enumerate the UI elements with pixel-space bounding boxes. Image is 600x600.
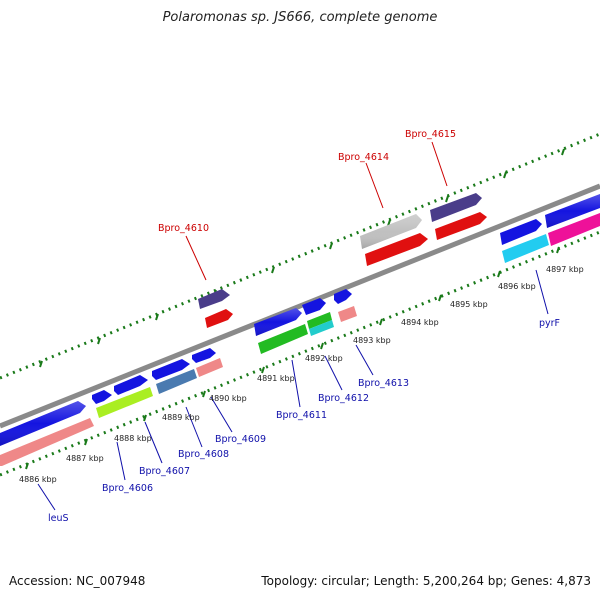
top-gene-labels: Bpro_4610 Bpro_4614 Bpro_4615 xyxy=(158,129,456,234)
inner-major-ticks xyxy=(25,246,560,470)
gene-shading xyxy=(0,194,600,446)
gene-label-bpro-4607[interactable]: Bpro_4607 xyxy=(139,466,190,477)
gene-bpro-4610[interactable] xyxy=(198,289,230,309)
tick-label: 4894 kbp xyxy=(401,318,439,327)
inner-tick-row xyxy=(0,230,600,477)
outer-tick-row xyxy=(0,132,600,380)
bottom-gene-labels: leuS Bpro_4606 Bpro_4607 Bpro_4608 Bpro_… xyxy=(48,318,560,524)
tick-label: 4886 kbp xyxy=(19,475,57,484)
gene-label-bpro-4612[interactable]: Bpro_4612 xyxy=(318,393,369,404)
gene-label-leuS[interactable]: leuS xyxy=(48,513,69,524)
gene-bpro-4609[interactable] xyxy=(192,348,216,363)
kbp-tick-labels: 4886 kbp 4887 kbp 4888 kbp 4889 kbp 4890… xyxy=(19,265,584,484)
gene-bpro-4615b[interactable] xyxy=(435,212,487,240)
top-label-connectors xyxy=(185,141,448,281)
gene-bpro-4613-lower[interactable] xyxy=(338,306,357,322)
gene-bpro-4610b[interactable] xyxy=(205,309,233,328)
tick-label: 4896 kbp xyxy=(498,282,536,291)
accession-text: Accession: NC_007948 xyxy=(9,574,146,588)
tick-label: 4887 kbp xyxy=(66,454,104,463)
genome-backbone xyxy=(0,183,600,429)
genes-bottom xyxy=(0,213,600,466)
gene-label-bpro-4611[interactable]: Bpro_4611 xyxy=(276,410,327,421)
bottom-label-connectors xyxy=(37,269,549,511)
tick-label: 4895 kbp xyxy=(450,300,488,309)
gene-label-pyrF[interactable]: pyrF xyxy=(539,318,560,329)
gene-bpro-4615[interactable] xyxy=(430,193,482,222)
gene-bpro-4612-lower2[interactable] xyxy=(309,320,334,336)
tick-label: 4893 kbp xyxy=(353,336,391,345)
tick-label: 4889 kbp xyxy=(162,413,200,422)
map-title: Polaromonas sp. JS666, complete genome xyxy=(162,10,438,25)
gene-bpro-4612[interactable] xyxy=(302,298,326,315)
gene-bpro-4611-lower[interactable] xyxy=(258,324,308,354)
tick-label: 4891 kbp xyxy=(257,374,295,383)
tick-label: 4888 kbp xyxy=(114,434,152,443)
gene-label-bpro-4608[interactable]: Bpro_4608 xyxy=(178,449,229,460)
gene-pyrF-lower[interactable] xyxy=(502,234,549,263)
gene-leuS-lower[interactable] xyxy=(0,418,94,466)
gene-bpro-4606[interactable] xyxy=(92,390,112,404)
gene-bpro-4608-lower[interactable] xyxy=(156,369,197,394)
gene-label-bpro-4613[interactable]: Bpro_4613 xyxy=(358,378,409,389)
gene-bpro-4613[interactable] xyxy=(334,289,352,304)
gene-label-bpro-4615[interactable]: Bpro_4615 xyxy=(405,129,456,140)
gene-bpro-4607[interactable] xyxy=(114,375,148,395)
genome-summary-text: Topology: circular; Length: 5,200,264 bp… xyxy=(261,574,591,588)
tick-label: 4892 kbp xyxy=(305,354,343,363)
tick-label: 4890 kbp xyxy=(209,394,247,403)
gene-bpro-4608[interactable] xyxy=(152,359,190,380)
gene-bpro-4607-lower[interactable] xyxy=(96,387,153,418)
genes xyxy=(0,193,600,446)
gene-bpro-4609-lower[interactable] xyxy=(196,358,223,377)
gene-bpro-4614b[interactable] xyxy=(365,233,428,266)
gene-label-bpro-4614[interactable]: Bpro_4614 xyxy=(338,152,389,163)
gene-label-bpro-4609[interactable]: Bpro_4609 xyxy=(215,434,266,445)
gene-bpro-4612-lower[interactable] xyxy=(307,312,332,329)
gene-pyrF-upper[interactable] xyxy=(500,219,542,245)
gene-label-bpro-4606[interactable]: Bpro_4606 xyxy=(102,483,153,494)
gene-label-bpro-4610[interactable]: Bpro_4610 xyxy=(158,223,209,234)
gene-magenta[interactable] xyxy=(548,213,600,246)
tick-label: 4897 kbp xyxy=(546,265,584,274)
